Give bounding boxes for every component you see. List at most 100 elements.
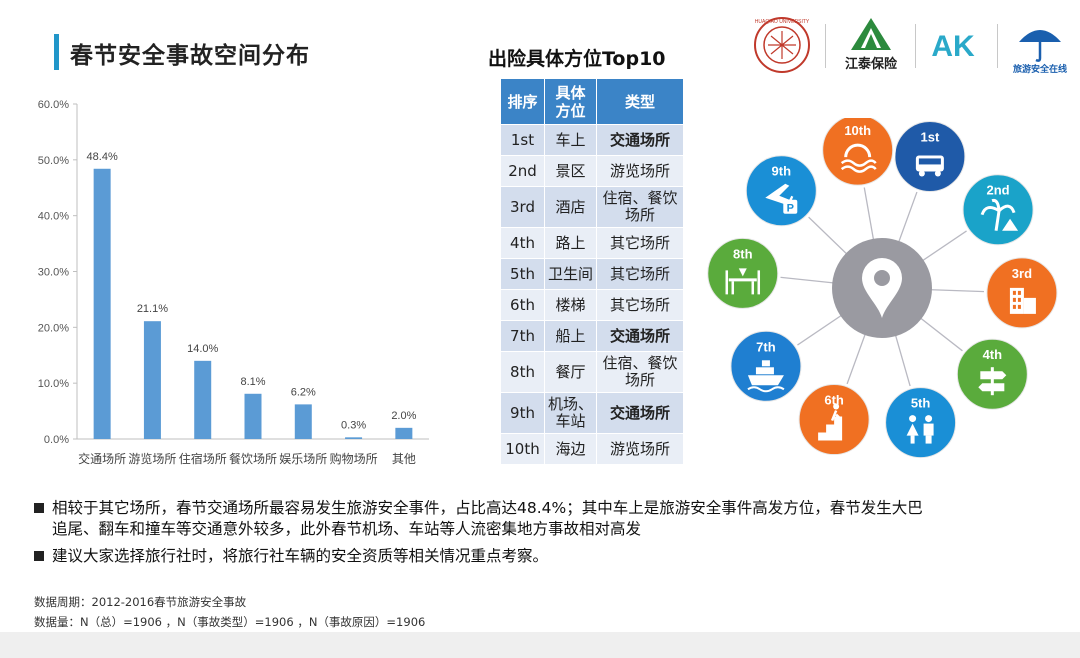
jiangtai-logo: 江泰保险 <box>845 18 898 71</box>
hub-node-label: 5th <box>911 396 931 411</box>
bar <box>395 427 413 439</box>
table-row: 10th 海边 游览场所 <box>500 433 684 465</box>
y-tick-label: 30.0% <box>38 267 69 279</box>
table-row: 2nd 景区 游览场所 <box>500 155 684 187</box>
data-label: 14.0% <box>187 343 218 355</box>
table-row: 7th 船上 交通场所 <box>500 320 684 352</box>
data-label: 6.2% <box>291 386 316 398</box>
type-cell: 游览场所 <box>596 155 684 187</box>
hub-node: 2nd <box>960 171 1037 248</box>
location-hub-diagram: 1st 2nd 3rd 4th 5th 6th 7th 8th P 9th 10th <box>706 118 1060 461</box>
hub-node: 1st <box>891 118 968 195</box>
hub-node: P 9th <box>743 152 820 229</box>
type-cell: 住宿、餐饮场所 <box>596 351 684 393</box>
type-cell: 交通场所 <box>596 124 684 156</box>
data-period: 数据周期：2012-2016春节旅游安全事故 <box>34 595 247 609</box>
square-bullet-icon <box>34 551 44 561</box>
x-tick-label: 其他 <box>392 452 416 466</box>
data-label: 2.0% <box>391 410 416 422</box>
type-cell: 其它场所 <box>596 289 684 321</box>
header-rank: 排序 <box>500 78 545 125</box>
safety-online-logo: 旅游安全在线 <box>1013 30 1067 74</box>
bar <box>244 393 262 439</box>
logo-strip: HUAQIAO UNIVERSITY 江泰保险 AK 旅游安全在线 <box>745 14 1075 76</box>
bar <box>93 168 111 439</box>
footer-strip <box>0 632 1080 658</box>
place-cell: 船上 <box>544 320 597 352</box>
restroom-icon <box>906 415 934 444</box>
x-tick-label: 娱乐场所 <box>279 452 327 466</box>
hub-node-label: 10th <box>844 123 871 138</box>
table-row: 9th 机场、车站 交通场所 <box>500 392 684 434</box>
data-label: 0.3% <box>341 419 366 431</box>
place-cell: 酒店 <box>544 186 597 228</box>
hub-node-label: 2nd <box>987 183 1010 198</box>
title-accent-bar <box>54 34 59 70</box>
hub-node: 3rd <box>983 254 1060 331</box>
rank-cell: 6th <box>500 289 545 321</box>
location-pin-icon <box>862 258 902 318</box>
hub-node-label: 9th <box>772 164 792 179</box>
hub-node-label: 1st <box>920 129 939 144</box>
x-tick-label: 餐饮场所 <box>229 451 277 466</box>
place-cell: 路上 <box>544 227 597 259</box>
logo-divider <box>997 24 998 68</box>
rank-cell: 5th <box>500 258 545 290</box>
svg-text:P: P <box>787 203 794 215</box>
table-row: 1st 车上 交通场所 <box>500 124 684 156</box>
square-bullet-icon <box>34 503 44 513</box>
place-cell: 车上 <box>544 124 597 156</box>
bar <box>143 321 161 439</box>
palm-tree-icon <box>980 198 1019 231</box>
hotel-icon <box>1009 287 1036 314</box>
ak-logo: AK <box>931 30 975 63</box>
rank-cell: 8th <box>500 351 545 393</box>
type-cell: 其它场所 <box>596 227 684 259</box>
place-cell: 餐厅 <box>544 351 597 393</box>
header-type: 类型 <box>596 78 684 125</box>
y-tick-label: 0.0% <box>44 434 69 446</box>
place-cell: 机场、车站 <box>544 392 597 434</box>
type-cell: 游览场所 <box>596 433 684 465</box>
x-tick-label: 购物场所 <box>330 451 378 466</box>
type-cell: 交通场所 <box>596 320 684 352</box>
rank-cell: 4th <box>500 227 545 259</box>
jiangtai-logo-text: 江泰保险 <box>845 56 898 71</box>
ship-icon <box>747 360 785 393</box>
y-tick-label: 60.0% <box>38 99 69 111</box>
rank-cell: 3rd <box>500 186 545 228</box>
table-row: 4th 路上 其它场所 <box>500 227 684 259</box>
waves-icon <box>840 143 877 173</box>
hub-node: 6th <box>796 381 873 458</box>
notes: 相较于其它场所，春节交通场所最容易发生旅游安全事件，占比高达48.4%；其中车上… <box>34 498 934 573</box>
hub-node: 4th <box>954 336 1031 413</box>
type-cell: 住宿、餐饮场所 <box>596 186 684 228</box>
x-tick-label: 交通场所 <box>78 451 126 466</box>
type-cell: 交通场所 <box>596 392 684 434</box>
table-row: 3rd 酒店 住宿、餐饮场所 <box>500 186 684 228</box>
hub-node-label: 8th <box>733 246 753 261</box>
y-tick-label: 40.0% <box>38 211 69 223</box>
rank-cell: 1st <box>500 124 545 156</box>
signpost-icon <box>978 367 1007 396</box>
data-sample-size: 数据量：N（总）=1906 ，N（事故类型）=1906 ，N（事故原因）=190… <box>34 615 426 629</box>
note-item: 相较于其它场所，春节交通场所最容易发生旅游安全事件，占比高达48.4%；其中车上… <box>34 498 934 540</box>
safety-online-logo-text: 旅游安全在线 <box>1013 63 1067 74</box>
hub-node-label: 3rd <box>1012 266 1032 281</box>
hub-node-label: 4th <box>983 347 1003 362</box>
bar <box>194 360 212 439</box>
university-logo: HUAQIAO UNIVERSITY <box>754 17 810 73</box>
note-item: 建议大家选择旅行社时，将旅行社车辆的安全资质等相关情况重点考察。 <box>34 546 934 567</box>
university-logo-text: HUAQIAO UNIVERSITY <box>755 19 810 25</box>
bus-icon <box>915 155 944 177</box>
place-cell: 楼梯 <box>544 289 597 321</box>
dining-icon <box>725 268 761 295</box>
place-cell: 景区 <box>544 155 597 187</box>
logo-divider <box>825 24 826 68</box>
table-row: 5th 卫生间 其它场所 <box>500 258 684 290</box>
data-label: 48.4% <box>87 151 118 163</box>
x-tick-label: 游览场所 <box>128 451 176 466</box>
note-text: 建议大家选择旅行社时，将旅行社车辆的安全资质等相关情况重点考察。 <box>52 547 549 565</box>
bar <box>345 437 363 439</box>
place-cell: 海边 <box>544 433 597 465</box>
